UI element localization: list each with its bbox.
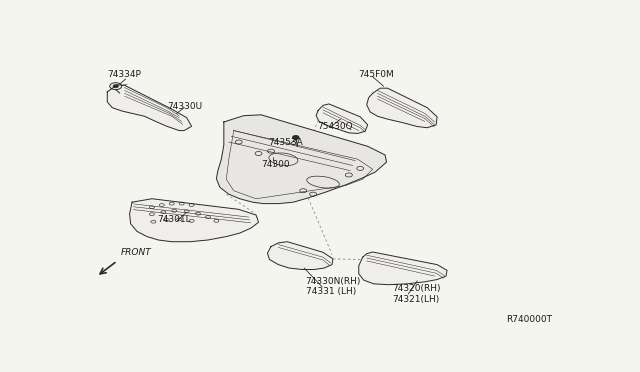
Text: 74300: 74300 bbox=[261, 160, 290, 169]
Text: FRONT: FRONT bbox=[121, 248, 152, 257]
Circle shape bbox=[292, 136, 299, 139]
Polygon shape bbox=[129, 199, 259, 242]
Text: 74330N(RH)
74331 (LH): 74330N(RH) 74331 (LH) bbox=[306, 277, 361, 296]
Text: 75430Q: 75430Q bbox=[317, 122, 353, 131]
Polygon shape bbox=[367, 88, 437, 128]
Text: R740000T: R740000T bbox=[507, 315, 552, 324]
Text: 74330U: 74330U bbox=[167, 102, 202, 111]
Circle shape bbox=[113, 84, 118, 88]
Polygon shape bbox=[359, 252, 447, 285]
Polygon shape bbox=[268, 242, 333, 269]
Polygon shape bbox=[316, 104, 367, 134]
Text: 745F0M: 745F0M bbox=[358, 70, 394, 79]
Polygon shape bbox=[216, 115, 387, 203]
Polygon shape bbox=[108, 85, 191, 131]
Text: 74334P: 74334P bbox=[108, 70, 141, 79]
Text: 74320(RH)
74321(LH): 74320(RH) 74321(LH) bbox=[392, 284, 441, 304]
Text: 74301L: 74301L bbox=[157, 215, 191, 224]
Text: 74353A: 74353A bbox=[269, 138, 303, 147]
